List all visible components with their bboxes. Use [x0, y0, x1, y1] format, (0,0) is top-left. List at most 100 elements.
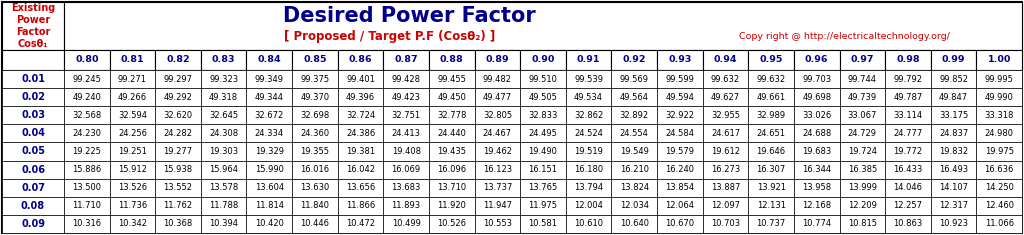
Text: 16.180: 16.180 — [574, 165, 603, 174]
Bar — [657, 161, 702, 179]
Text: 10.703: 10.703 — [711, 219, 740, 228]
Bar — [702, 124, 749, 142]
Bar — [474, 50, 520, 70]
Bar — [474, 215, 520, 233]
Text: 16.069: 16.069 — [391, 165, 421, 174]
Text: 99.703: 99.703 — [802, 74, 831, 84]
Bar — [702, 142, 749, 161]
Bar — [383, 161, 429, 179]
Bar — [885, 142, 931, 161]
Bar — [156, 88, 201, 106]
Bar — [657, 142, 702, 161]
Text: 19.408: 19.408 — [391, 147, 421, 156]
Bar — [383, 142, 429, 161]
Text: 0.92: 0.92 — [623, 55, 646, 64]
Bar — [702, 106, 749, 124]
Text: 0.96: 0.96 — [805, 55, 828, 64]
Bar — [976, 197, 1022, 215]
Text: 16.344: 16.344 — [802, 165, 831, 174]
Text: 32.805: 32.805 — [483, 111, 512, 120]
Text: 0.95: 0.95 — [760, 55, 782, 64]
Bar — [702, 50, 749, 70]
Bar — [156, 124, 201, 142]
Text: 19.519: 19.519 — [574, 147, 603, 156]
Text: 99.455: 99.455 — [437, 74, 466, 84]
Text: 19.683: 19.683 — [802, 147, 831, 156]
Text: 49.698: 49.698 — [802, 93, 831, 102]
Bar — [292, 50, 338, 70]
Text: 13.656: 13.656 — [346, 183, 375, 192]
Bar — [292, 179, 338, 197]
Bar — [474, 142, 520, 161]
Text: 24.282: 24.282 — [164, 129, 193, 138]
Bar — [429, 106, 474, 124]
Text: 12.034: 12.034 — [620, 201, 649, 210]
Bar — [840, 142, 885, 161]
Bar — [383, 88, 429, 106]
Text: 11.066: 11.066 — [985, 219, 1014, 228]
Text: 0.90: 0.90 — [531, 55, 555, 64]
Bar — [749, 106, 794, 124]
Bar — [611, 50, 657, 70]
Text: 0.89: 0.89 — [485, 55, 509, 64]
Text: 13.765: 13.765 — [528, 183, 558, 192]
Text: 13.958: 13.958 — [802, 183, 831, 192]
Bar — [566, 106, 611, 124]
Bar — [794, 88, 840, 106]
Text: 49.266: 49.266 — [118, 93, 147, 102]
Bar — [338, 179, 383, 197]
Bar — [702, 179, 749, 197]
Text: Copy right @ http://electricaltechnology.org/: Copy right @ http://electricaltechnology… — [739, 32, 950, 41]
Bar — [63, 124, 110, 142]
Text: 10.737: 10.737 — [757, 219, 785, 228]
Text: 11.788: 11.788 — [209, 201, 239, 210]
Text: 19.381: 19.381 — [346, 147, 375, 156]
Text: 49.318: 49.318 — [209, 93, 239, 102]
Bar — [201, 50, 247, 70]
Text: 32.989: 32.989 — [757, 111, 785, 120]
Text: 11.893: 11.893 — [391, 201, 421, 210]
Text: 33.318: 33.318 — [984, 111, 1014, 120]
Bar — [429, 88, 474, 106]
Text: 32.568: 32.568 — [72, 111, 101, 120]
Bar — [474, 179, 520, 197]
Bar — [429, 142, 474, 161]
Text: 19.646: 19.646 — [757, 147, 785, 156]
Bar — [110, 70, 156, 88]
Text: 0.94: 0.94 — [714, 55, 737, 64]
Bar — [749, 142, 794, 161]
Bar — [885, 106, 931, 124]
Bar — [429, 70, 474, 88]
Bar — [474, 161, 520, 179]
Bar — [931, 124, 976, 142]
Bar — [520, 215, 566, 233]
Text: 49.450: 49.450 — [437, 93, 466, 102]
Bar — [931, 88, 976, 106]
Text: 33.114: 33.114 — [893, 111, 923, 120]
Text: 16.433: 16.433 — [893, 165, 923, 174]
Text: 24.308: 24.308 — [209, 129, 239, 138]
Text: 10.553: 10.553 — [483, 219, 512, 228]
Bar — [110, 124, 156, 142]
Text: 0.87: 0.87 — [394, 55, 418, 64]
Text: 0.85: 0.85 — [303, 55, 327, 64]
Text: 24.688: 24.688 — [802, 129, 831, 138]
Text: 33.067: 33.067 — [848, 111, 877, 120]
Bar — [931, 215, 976, 233]
Text: 99.323: 99.323 — [209, 74, 239, 84]
Bar — [657, 179, 702, 197]
Bar — [931, 161, 976, 179]
Bar — [702, 70, 749, 88]
Text: 11.736: 11.736 — [118, 201, 147, 210]
Bar — [566, 70, 611, 88]
Bar — [201, 179, 247, 197]
Bar — [794, 106, 840, 124]
Text: 32.778: 32.778 — [437, 111, 467, 120]
Bar — [201, 70, 247, 88]
Bar — [383, 179, 429, 197]
Text: 24.729: 24.729 — [848, 129, 877, 138]
Text: 14.250: 14.250 — [985, 183, 1014, 192]
Text: 13.578: 13.578 — [209, 183, 239, 192]
Bar — [63, 2, 1022, 50]
Bar — [292, 88, 338, 106]
